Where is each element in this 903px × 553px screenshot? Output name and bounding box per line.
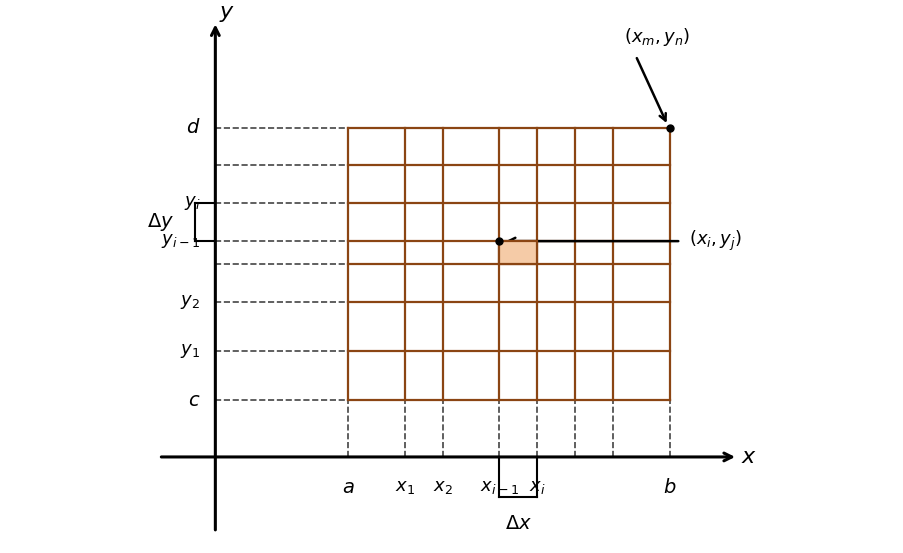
Text: $(x_i, y_j)$: $(x_i, y_j)$ <box>688 229 740 253</box>
Text: $y_i$: $y_i$ <box>183 194 200 212</box>
Text: $x_2$: $x_2$ <box>433 478 452 496</box>
Text: $b$: $b$ <box>662 478 675 497</box>
Text: $x$: $x$ <box>740 447 757 467</box>
Text: $y$: $y$ <box>219 4 235 24</box>
Text: $y_1$: $y_1$ <box>180 342 200 360</box>
Text: $d$: $d$ <box>185 118 200 137</box>
Bar <box>498 241 536 264</box>
Text: $\Delta x$: $\Delta x$ <box>504 514 531 533</box>
Text: $y_2$: $y_2$ <box>180 293 200 311</box>
Text: $(x_m, y_n)$: $(x_m, y_n)$ <box>624 26 690 48</box>
Text: $y_{i-1}$: $y_{i-1}$ <box>161 232 200 250</box>
Text: $x_{i-1}$: $x_{i-1}$ <box>479 478 518 496</box>
Text: $a$: $a$ <box>341 478 354 497</box>
Text: $x_i$: $x_i$ <box>528 478 545 496</box>
Text: $c$: $c$ <box>188 390 200 410</box>
Text: $x_1$: $x_1$ <box>395 478 414 496</box>
Text: $\Delta y$: $\Delta y$ <box>146 211 173 233</box>
